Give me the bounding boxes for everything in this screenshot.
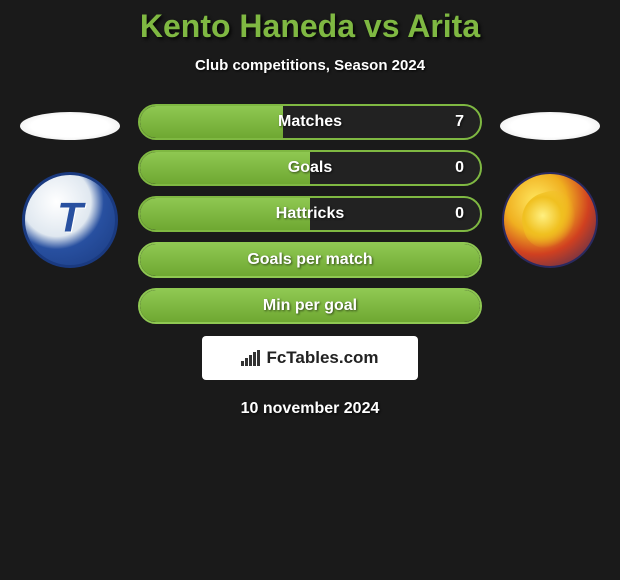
right-player-placeholder xyxy=(500,112,600,140)
left-player-placeholder xyxy=(20,112,120,140)
stat-row-matches: Matches 7 xyxy=(138,104,482,140)
stat-row-min-per-goal: Min per goal xyxy=(138,288,482,324)
subtitle: Club competitions, Season 2024 xyxy=(0,57,620,74)
stats-column: Matches 7 Goals 0 Hattricks 0 Goals per … xyxy=(138,104,482,324)
brand-text: FcTables.com xyxy=(266,348,378,368)
stat-value: 0 xyxy=(455,159,464,177)
stat-label: Goals per match xyxy=(247,251,372,269)
comparison-row: Matches 7 Goals 0 Hattricks 0 Goals per … xyxy=(0,104,620,324)
stat-label: Hattricks xyxy=(276,205,344,223)
right-team-crest xyxy=(502,172,598,268)
stat-label: Min per goal xyxy=(263,297,357,315)
stat-value: 7 xyxy=(455,113,464,131)
stat-row-hattricks: Hattricks 0 xyxy=(138,196,482,232)
stat-row-goals-per-match: Goals per match xyxy=(138,242,482,278)
stat-label: Goals xyxy=(288,159,332,177)
stat-fill xyxy=(140,152,310,184)
chart-icon xyxy=(241,350,260,366)
brand-watermark: FcTables.com xyxy=(202,336,418,380)
stat-label: Matches xyxy=(278,113,342,131)
stat-fill xyxy=(140,106,283,138)
stat-row-goals: Goals 0 xyxy=(138,150,482,186)
left-player-col xyxy=(20,104,120,268)
left-team-crest xyxy=(22,172,118,268)
stat-value: 0 xyxy=(455,205,464,223)
right-player-col xyxy=(500,104,600,268)
page-title: Kento Haneda vs Arita xyxy=(0,8,620,45)
date-label: 10 november 2024 xyxy=(0,400,620,418)
